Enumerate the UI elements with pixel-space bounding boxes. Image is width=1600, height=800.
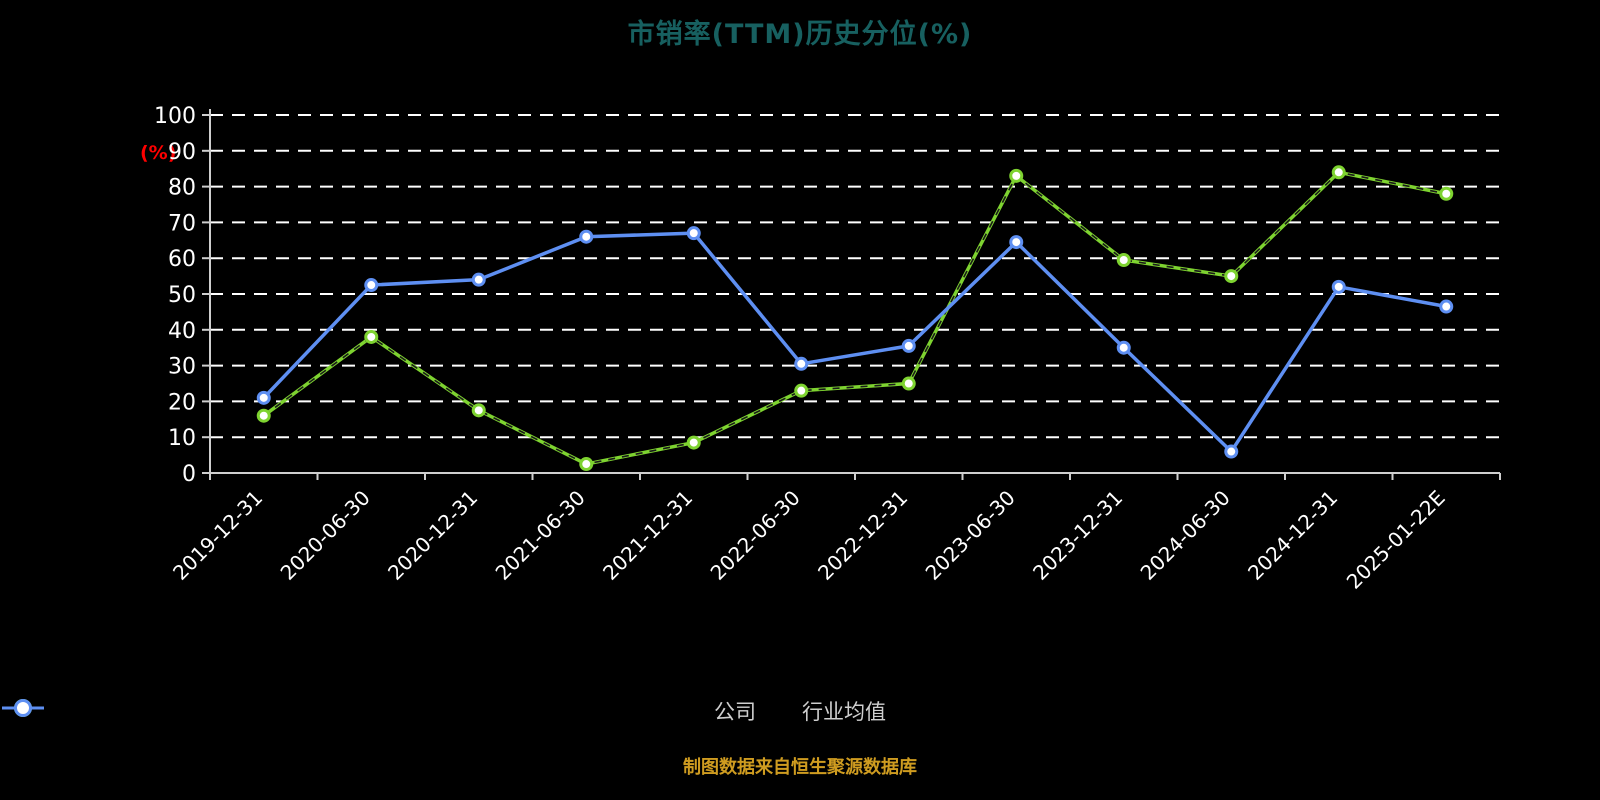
- y-tick-label: 80: [168, 176, 196, 201]
- series-point-0: [471, 403, 486, 418]
- chart-title: 市销率(TTM)历史分位(%): [627, 19, 973, 50]
- y-tick-label: 70: [168, 211, 196, 236]
- x-tick-label: 2019-12-31: [168, 486, 267, 585]
- legend-marker-icon: [2, 699, 44, 717]
- series-point-1: [471, 272, 486, 287]
- series-point-1: [794, 356, 809, 371]
- data-source-note: 制图数据来自恒生聚源数据库: [683, 757, 917, 778]
- series-point-1: [256, 390, 271, 405]
- series-point-0: [1009, 168, 1024, 183]
- y-tick-label: 60: [168, 247, 196, 272]
- x-tick-label: 2021-06-30: [491, 486, 590, 585]
- y-tick-label: 100: [154, 104, 196, 129]
- legend-item-label: 公司: [714, 700, 756, 724]
- x-tick-label: 2021-12-31: [598, 486, 697, 585]
- series-point-1: [1439, 299, 1454, 314]
- legend-item-1[interactable]: 行业均值: [2, 696, 886, 726]
- series-point-1: [1331, 279, 1346, 294]
- series-point-1: [1009, 235, 1024, 250]
- x-tick-label: 2020-12-31: [383, 486, 482, 585]
- y-tick-label: 30: [168, 355, 196, 380]
- series-point-0: [1116, 252, 1131, 267]
- series-point-0: [364, 329, 379, 344]
- y-tick-label: 20: [168, 390, 196, 415]
- legend: 公司 行业均值: [0, 696, 1600, 726]
- x-tick-label: 2022-06-30: [706, 486, 805, 585]
- series-point-1: [901, 338, 916, 353]
- x-tick-label: 2025-01-22E: [1342, 486, 1450, 594]
- series-point-0: [1224, 269, 1239, 284]
- series-point-0: [579, 457, 594, 472]
- series-point-0: [1331, 165, 1346, 180]
- y-axis-unit-label: (%): [140, 142, 177, 164]
- x-tick-label: 2023-06-30: [921, 486, 1020, 585]
- y-tick-label: 90: [168, 140, 196, 165]
- y-tick-label: 10: [168, 426, 196, 451]
- legend-item-label: 行业均值: [802, 700, 886, 724]
- series-point-0: [794, 383, 809, 398]
- legend-item-0[interactable]: 公司: [2, 696, 756, 726]
- x-tick-label: 2024-06-30: [1136, 486, 1235, 585]
- x-tick-label: 2022-12-31: [813, 486, 912, 585]
- series-point-1: [686, 226, 701, 241]
- series-line-1: [262, 231, 1448, 454]
- y-tick-label: 0: [182, 462, 196, 487]
- x-tick-label: 2020-06-30: [276, 486, 375, 585]
- y-tick-label: 40: [168, 319, 196, 344]
- series-point-0: [901, 376, 916, 391]
- series-point-0: [256, 408, 271, 423]
- series-point-0: [686, 435, 701, 450]
- series-point-0: [1439, 186, 1454, 201]
- y-tick-label: 50: [168, 283, 196, 308]
- series-line-0: [262, 170, 1448, 466]
- x-tick-label: 2023-12-31: [1028, 486, 1127, 585]
- x-tick-label: 2024-12-31: [1243, 486, 1342, 585]
- series-point-1: [1224, 444, 1239, 459]
- series-point-1: [1116, 340, 1131, 355]
- series-point-1: [579, 229, 594, 244]
- series-point-1: [364, 278, 379, 293]
- series-line-overlay-0: [263, 171, 1447, 465]
